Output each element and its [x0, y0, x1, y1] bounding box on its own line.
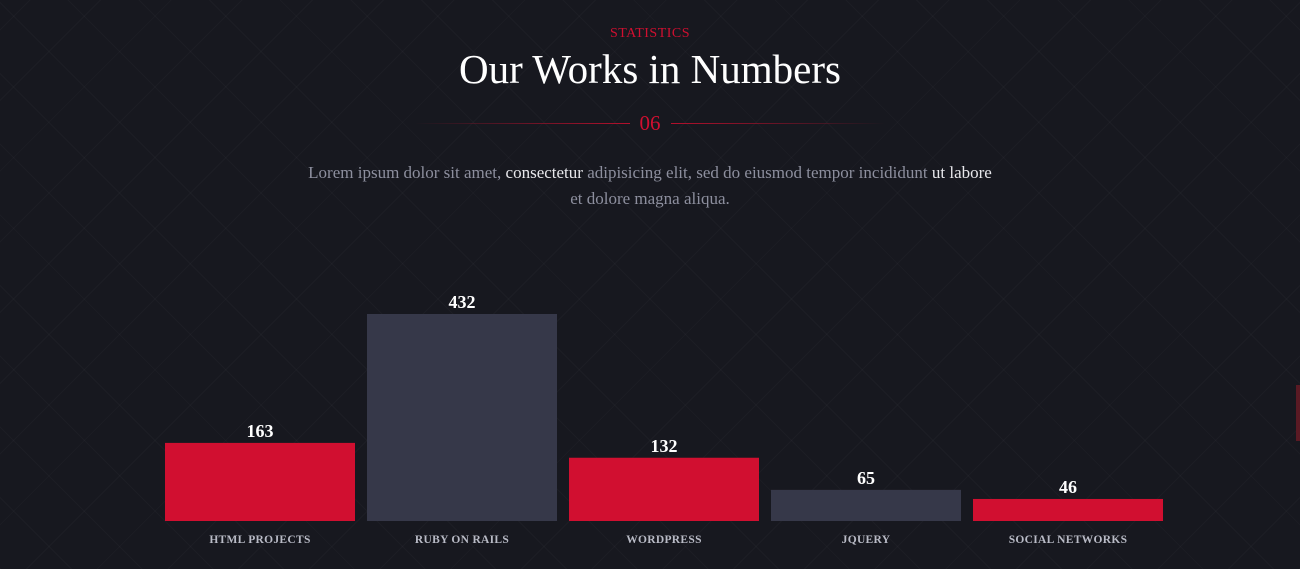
title-divider: 06 [415, 110, 885, 136]
page-title: Our Works in Numbers [459, 46, 841, 92]
bar-social-networks [973, 498, 1163, 521]
bar-value-label: 163 [247, 421, 274, 441]
bar-value-label: 46 [1059, 477, 1077, 497]
description-highlight-2: ut labore [931, 163, 992, 182]
category-label: WORDPRESS [626, 534, 702, 546]
divider-line-right [670, 122, 885, 124]
bar-value-label: 132 [651, 436, 678, 456]
description-text-1: Lorem ipsum dolor sit amet, [308, 163, 506, 182]
description-highlight-1: consectetur [505, 163, 583, 182]
category-label: SOCIAL NETWORKS [1009, 534, 1128, 546]
section-number: 06 [639, 111, 661, 135]
bar-wordpress [569, 457, 759, 521]
category-label: RUBY ON RAILS [415, 534, 509, 546]
bar-html-projects [165, 442, 355, 521]
description-text-2: adipisicing elit, sed do eiusmod tempor … [582, 163, 932, 182]
section-description: Lorem ipsum dolor sit amet, consectetur … [280, 160, 1020, 212]
category-label: JQUERY [842, 534, 891, 546]
scroll-indicator[interactable] [1296, 385, 1300, 441]
bar-ruby-on-rails [367, 314, 557, 521]
category-label: HTML PROJECTS [209, 534, 310, 546]
description-text-3: et dolore magna aliqua. [570, 189, 730, 208]
divider-line-left [415, 122, 630, 124]
section-label: STATISTICS [609, 26, 691, 41]
bar-value-label: 65 [857, 468, 875, 488]
bar-jquery [771, 489, 961, 521]
bar-value-label: 432 [449, 292, 476, 312]
